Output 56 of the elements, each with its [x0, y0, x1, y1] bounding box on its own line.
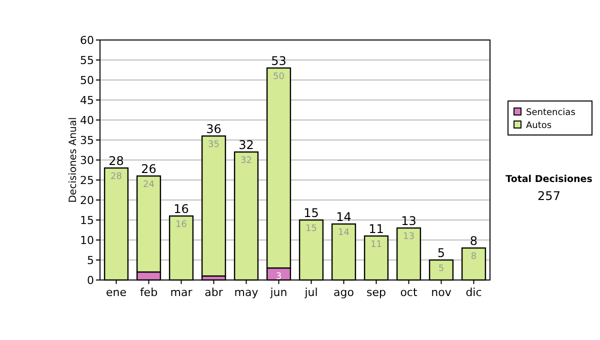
x-tick-label: feb: [140, 286, 158, 299]
x-tick-label: jul: [304, 286, 318, 299]
x-tick-label: mar: [170, 286, 193, 299]
total-label: 15: [304, 206, 319, 220]
data-label: 24: [143, 180, 155, 190]
total-label: 14: [336, 210, 352, 224]
total-label: 26: [141, 162, 156, 176]
total-label: 16: [174, 202, 189, 216]
data-label: 50: [273, 72, 285, 82]
y-tick-label: 0: [87, 274, 94, 287]
legend-label: Autos: [526, 121, 552, 131]
y-tick-label: 5: [87, 254, 94, 267]
data-label: 14: [338, 228, 350, 238]
x-tick-label: ago: [334, 286, 354, 299]
y-tick-label: 45: [80, 94, 94, 107]
y-tick-label: 10: [80, 234, 94, 247]
data-label: 3: [276, 272, 282, 282]
total-label: 36: [206, 122, 222, 136]
x-tick-label: jun: [269, 286, 288, 299]
y-tick-label: 55: [80, 54, 94, 67]
total-label: 8: [470, 234, 478, 248]
bar: [201, 135, 226, 277]
y-tick-label: 35: [80, 134, 94, 147]
text: Total Decisiones: [506, 174, 593, 185]
y-tick-label: 50: [80, 74, 94, 87]
y-tick-label: 20: [80, 194, 94, 207]
x-tick-label: may: [234, 286, 259, 299]
x-tick-label: ene: [106, 286, 127, 299]
data-label: 35: [208, 140, 220, 150]
total-label: 28: [108, 154, 124, 168]
data-label: 28: [110, 172, 122, 182]
x-tick-label: oct: [400, 286, 418, 299]
text: 257: [538, 189, 560, 203]
legend-label: Sentencias: [526, 108, 576, 118]
data-label: 8: [470, 252, 477, 262]
total-label: 53: [271, 54, 286, 68]
data-label: 5: [438, 264, 444, 274]
data-label: 15: [306, 224, 317, 234]
total-label: 32: [238, 138, 254, 152]
x-tick-label: nov: [431, 286, 452, 299]
data-label: 13: [403, 232, 414, 242]
total-label: 13: [401, 214, 416, 228]
x-tick-label: abr: [204, 286, 224, 299]
y-tick-label: 40: [80, 114, 94, 127]
y-tick-label: 60: [80, 34, 94, 47]
data-label: 11: [370, 240, 382, 250]
x-tick-label: sep: [366, 286, 386, 299]
data-label: 32: [240, 156, 252, 166]
x-tick-label: dic: [466, 286, 482, 299]
total-label: 5: [437, 246, 446, 260]
y-tick-label: 15: [80, 214, 94, 227]
y-axis-title: Decisiones Anual: [68, 117, 79, 203]
y-tick-label: 30: [80, 154, 94, 167]
data-label: 16: [176, 220, 188, 230]
total-label: 11: [368, 222, 384, 236]
y-tick-label: 25: [80, 174, 94, 187]
